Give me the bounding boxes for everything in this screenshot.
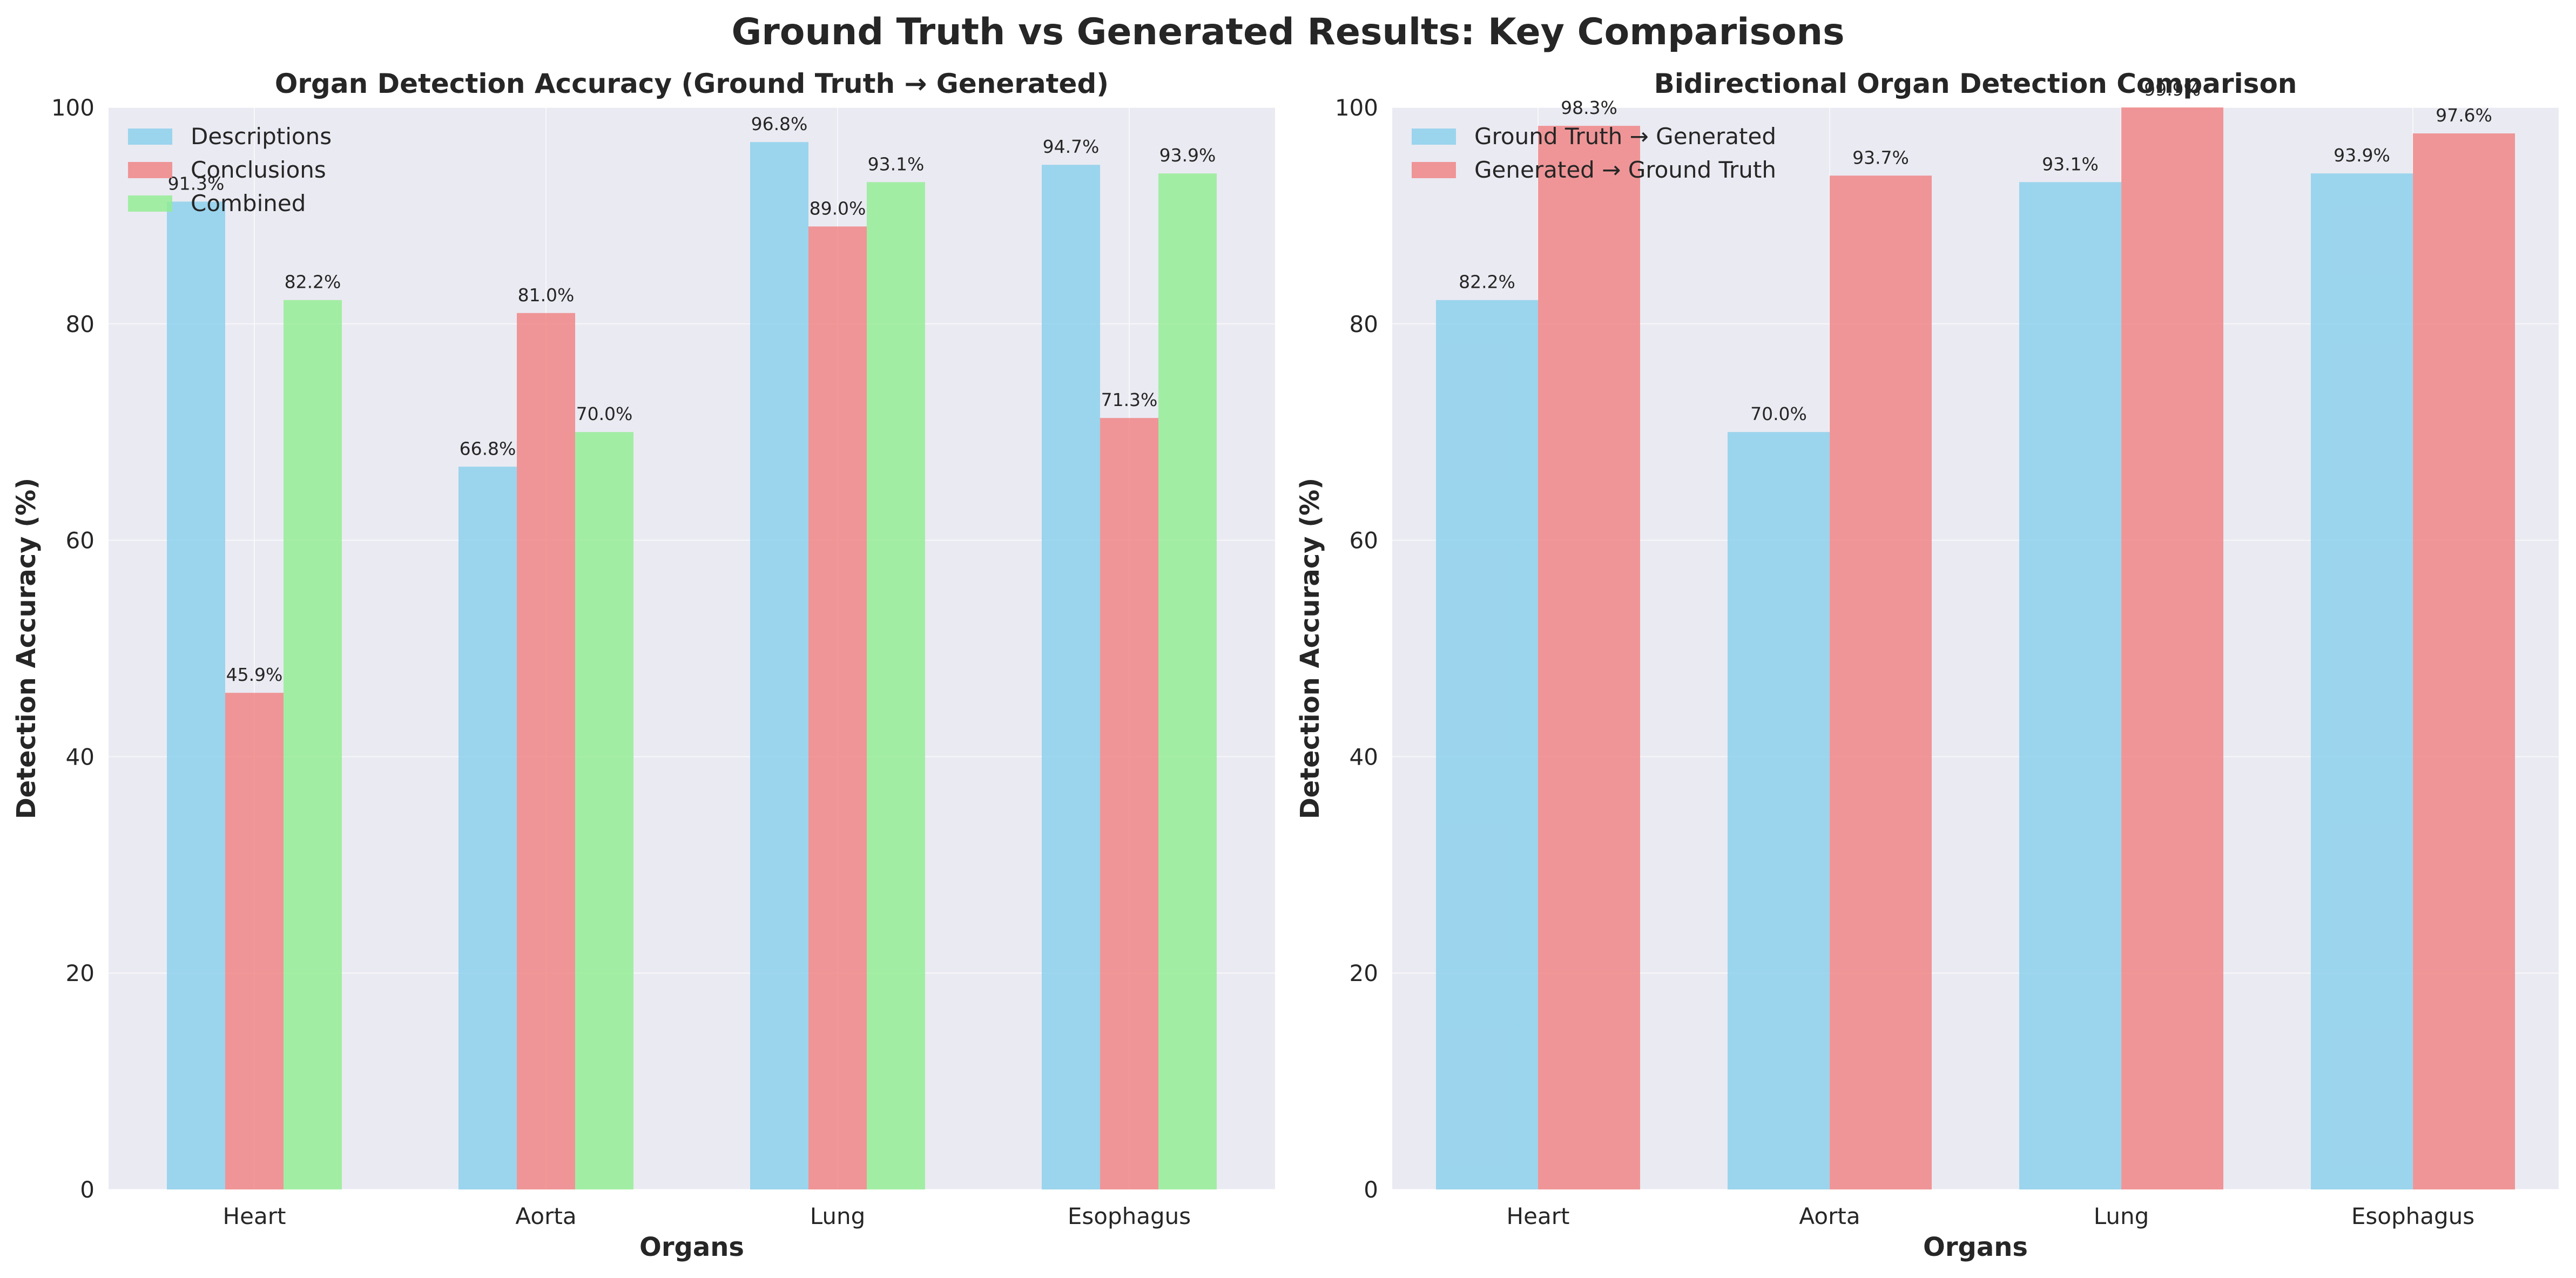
legend-swatch bbox=[1412, 129, 1456, 145]
data-label: 70.0% bbox=[1750, 403, 1807, 424]
data-label: 93.9% bbox=[1159, 145, 1216, 166]
data-label: 45.9% bbox=[226, 664, 283, 685]
bar bbox=[2413, 133, 2515, 1190]
y-tick-label: 40 bbox=[66, 743, 95, 770]
y-tick-label: 80 bbox=[1350, 311, 1378, 337]
x-axis-label: Organs bbox=[1923, 1232, 2028, 1262]
bar bbox=[1728, 432, 1830, 1190]
x-axis-label: Organs bbox=[639, 1232, 744, 1262]
legend-label: Generated → Ground Truth bbox=[1474, 157, 1776, 183]
bar bbox=[284, 300, 342, 1190]
legend-label: Descriptions bbox=[191, 123, 332, 150]
legend-swatch bbox=[128, 195, 172, 212]
y-tick-label: 100 bbox=[51, 94, 95, 121]
chart-title: Organ Detection Accuracy (Ground Truth →… bbox=[275, 68, 1109, 99]
data-label: 71.3% bbox=[1101, 389, 1158, 410]
legend-label: Conclusions bbox=[191, 157, 326, 183]
bar bbox=[1100, 418, 1158, 1190]
data-label: 94.7% bbox=[1043, 136, 1100, 157]
legend-label: Ground Truth → Generated bbox=[1474, 123, 1776, 150]
y-tick-label: 20 bbox=[1350, 960, 1378, 986]
legend-label: Combined bbox=[191, 190, 306, 217]
x-tick-label: Esophagus bbox=[2351, 1203, 2474, 1229]
bar bbox=[225, 693, 284, 1189]
x-tick-label: Lung bbox=[2094, 1203, 2149, 1229]
data-label: 93.1% bbox=[2042, 153, 2099, 174]
data-label: 91.3% bbox=[168, 173, 225, 194]
data-label: 93.1% bbox=[868, 153, 925, 174]
figure-suptitle: Ground Truth vs Generated Results: Key C… bbox=[731, 11, 1844, 53]
bar bbox=[1830, 175, 1932, 1190]
y-tick-label: 20 bbox=[66, 960, 95, 986]
bar bbox=[1538, 126, 1640, 1189]
x-tick-label: Heart bbox=[1507, 1203, 1570, 1229]
bar bbox=[575, 432, 633, 1190]
data-label: 81.0% bbox=[518, 285, 575, 306]
y-axis-label: Detection Accuracy (%) bbox=[1295, 478, 1325, 819]
chart-organ-detection-accuracy: 91.3% 66.8% 96.8% 94.7% 45.9% 81.0% 89.0% 71.3%… bbox=[11, 68, 1275, 1262]
bar bbox=[808, 226, 867, 1190]
data-label: 98.3% bbox=[1561, 97, 1617, 118]
bar bbox=[2121, 107, 2223, 1189]
x-tick-label: Aorta bbox=[515, 1203, 576, 1229]
legend-swatch bbox=[1412, 162, 1456, 178]
bar bbox=[167, 201, 225, 1189]
data-label: 93.9% bbox=[2334, 145, 2390, 166]
data-label: 99.9% bbox=[2144, 79, 2201, 100]
data-label: 66.8% bbox=[460, 438, 516, 459]
chart-bidirectional-comparison: 82.2% 70.0% 93.1% 93.9% 98.3% 93.7% 99.9% 97.6%… bbox=[1295, 68, 2559, 1262]
legend-swatch bbox=[128, 129, 172, 145]
data-label: 97.6% bbox=[2436, 105, 2492, 126]
data-label: 93.7% bbox=[1852, 147, 1909, 168]
chart-title: Bidirectional Organ Detection Comparison bbox=[1654, 68, 2297, 99]
y-tick-label: 60 bbox=[66, 528, 95, 554]
y-tick-label: 40 bbox=[1350, 743, 1378, 770]
data-label: 82.2% bbox=[1459, 272, 1515, 293]
bar bbox=[458, 466, 517, 1189]
x-tick-label: Lung bbox=[810, 1203, 866, 1229]
data-label: 82.2% bbox=[285, 272, 341, 293]
y-axis-label: Detection Accuracy (%) bbox=[11, 478, 42, 819]
data-label: 70.0% bbox=[576, 403, 633, 424]
legend-swatch bbox=[128, 162, 172, 178]
y-tick-label: 100 bbox=[1335, 94, 1378, 121]
bar bbox=[2311, 173, 2413, 1189]
data-label: 89.0% bbox=[810, 198, 866, 219]
bar bbox=[1042, 165, 1100, 1189]
bar bbox=[867, 182, 925, 1189]
bar bbox=[750, 142, 808, 1190]
y-tick-label: 80 bbox=[66, 311, 95, 337]
x-tick-label: Aorta bbox=[1799, 1203, 1860, 1229]
bar bbox=[517, 313, 575, 1189]
bar bbox=[1158, 173, 1217, 1189]
x-tick-label: Esophagus bbox=[1068, 1203, 1191, 1229]
data-label: 96.8% bbox=[751, 113, 808, 134]
x-tick-label: Heart bbox=[223, 1203, 286, 1229]
y-tick-label: 0 bbox=[80, 1176, 95, 1203]
bar bbox=[2019, 182, 2121, 1189]
y-tick-label: 0 bbox=[1364, 1176, 1378, 1203]
y-tick-label: 60 bbox=[1350, 528, 1378, 554]
bar bbox=[1436, 300, 1538, 1190]
